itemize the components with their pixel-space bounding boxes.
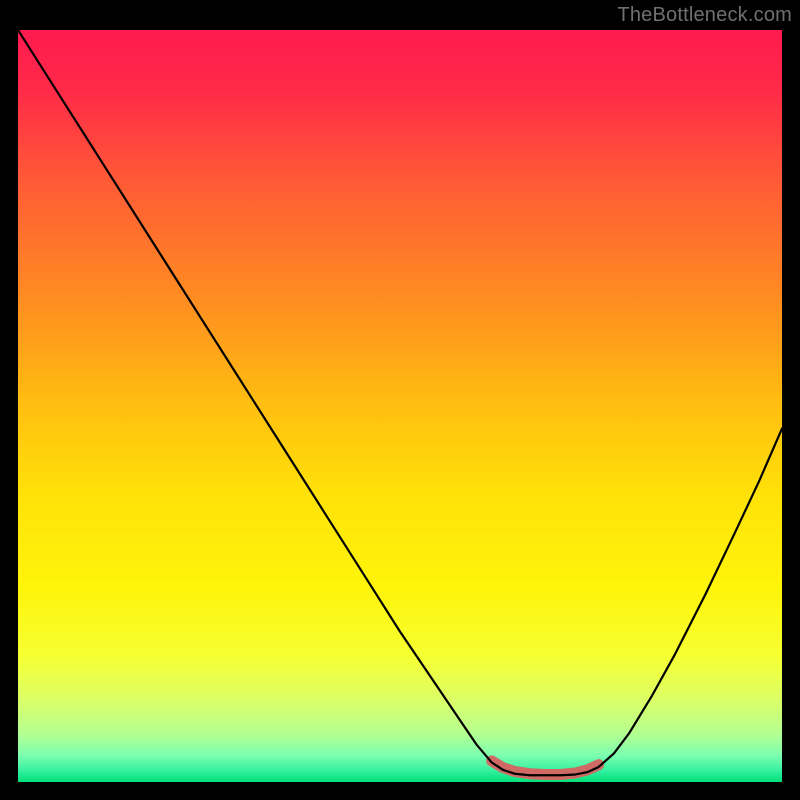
- plot-area: [18, 30, 782, 782]
- chart-svg: [18, 30, 782, 782]
- chart-frame: TheBottleneck.com: [0, 0, 800, 800]
- watermark-text: TheBottleneck.com: [617, 4, 792, 27]
